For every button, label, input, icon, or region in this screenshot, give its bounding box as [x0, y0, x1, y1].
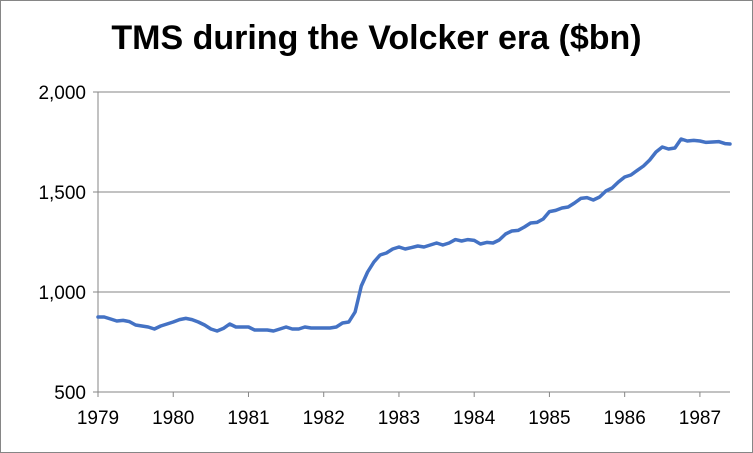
x-tick-label: 1981 — [227, 408, 269, 429]
chart-title: TMS during the Volcker era ($bn) — [111, 19, 642, 57]
y-tick-label: 500 — [54, 383, 86, 404]
x-tick-labels: 1979 1980 1981 1982 1983 1984 1985 1986 1987 — [77, 408, 721, 429]
y-tick-labels: 500 1,000 1,500 2,000 — [38, 83, 86, 404]
x-tick-label: 1983 — [378, 408, 420, 429]
x-tick-label: 1987 — [679, 408, 721, 429]
axes — [93, 91, 730, 397]
x-tick-label: 1984 — [453, 408, 496, 429]
gridlines — [98, 91, 730, 293]
y-tick-label: 1,000 — [38, 283, 86, 304]
y-tick-label: 2,000 — [38, 83, 86, 104]
x-tick-label: 1986 — [604, 408, 646, 429]
y-tick-label: 1,500 — [38, 183, 86, 204]
x-tick-label: 1985 — [528, 408, 570, 429]
x-tick-label: 1980 — [152, 408, 194, 429]
series-layer — [96, 137, 732, 333]
x-tick-label: 1979 — [77, 408, 119, 429]
series-line-0 — [96, 137, 732, 333]
x-tick-label: 1982 — [303, 408, 345, 429]
